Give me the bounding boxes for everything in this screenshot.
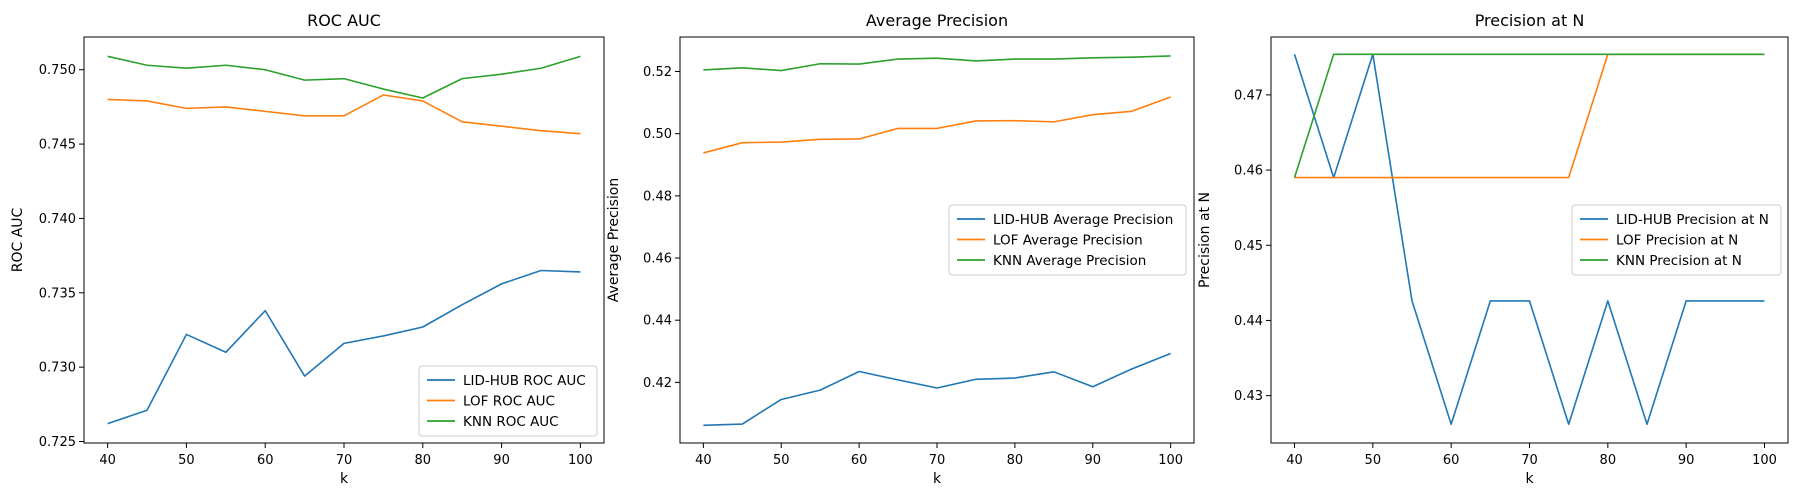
x-tick-label: 70 <box>336 453 353 468</box>
x-tick-label: 100 <box>1158 453 1183 468</box>
legend-label: KNN Average Precision <box>993 253 1146 269</box>
y-tick-label: 0.47 <box>1234 88 1263 103</box>
legend-label: LOF Precision at N <box>1616 232 1738 248</box>
y-tick-label: 0.46 <box>643 252 672 267</box>
series-line <box>107 269 581 425</box>
series-line <box>107 94 581 135</box>
x-tick-label: 60 <box>851 453 868 468</box>
x-tick-label: 80 <box>1600 453 1617 468</box>
x-tick-label: 60 <box>1443 453 1460 468</box>
y-tick-label: 0.48 <box>643 189 672 204</box>
x-axis-label: k <box>933 471 942 487</box>
series-line <box>703 96 1171 154</box>
y-tick-label: 0.745 <box>39 138 76 153</box>
chart-title: ROC AUC <box>307 11 381 30</box>
x-tick-label: 60 <box>257 453 274 468</box>
chart-panel-2: 40 50 60 70 80 90 100 0.42 0.44 0.46 0.48 0.50 0.52 A… <box>606 11 1195 487</box>
y-tick-label: 0.750 <box>39 63 76 78</box>
legend-box <box>418 365 598 437</box>
series-line <box>1293 53 1765 178</box>
legend-label: KNN ROC AUC <box>463 414 559 430</box>
y-tick-label: 0.44 <box>643 314 672 329</box>
series-line <box>703 352 1171 427</box>
legend-label: LID-HUB ROC AUC <box>463 373 586 389</box>
x-tick-label: 40 <box>99 453 116 468</box>
x-tick-label: 100 <box>1752 453 1777 468</box>
x-tick-label: 50 <box>178 453 195 468</box>
legend-label: LID-HUB Precision at N <box>1616 212 1769 228</box>
chart-panel-3: 40 50 60 70 80 90 100 0.43 0.44 0.45 0.46 0.47 Preci… <box>1197 11 1789 487</box>
x-tick-label: 50 <box>1365 453 1382 468</box>
x-tick-label: 50 <box>773 453 790 468</box>
y-tick-label: 0.52 <box>643 65 672 80</box>
y-axis-label: Precision at N <box>1197 192 1213 288</box>
x-tick-label: 100 <box>568 453 593 468</box>
y-tick-label: 0.44 <box>1234 314 1263 329</box>
x-tick-label: 90 <box>1678 453 1695 468</box>
y-tick-label: 0.45 <box>1234 239 1263 254</box>
y-tick-label: 0.42 <box>643 376 672 391</box>
x-axis-label: k <box>1525 471 1534 487</box>
y-axis-label: ROC AUC <box>10 207 26 272</box>
y-tick-label: 0.50 <box>643 127 672 142</box>
y-tick-label: 0.730 <box>39 361 76 376</box>
y-tick-label: 0.43 <box>1234 389 1263 404</box>
chart-title: Average Precision <box>866 11 1008 30</box>
x-axis-label: k <box>340 471 349 487</box>
y-tick-label: 0.725 <box>39 435 76 450</box>
chart-panel-1: 40 50 60 70 80 90 100 0.725 0.730 0.735 0.740 0.745… <box>10 11 605 487</box>
x-tick-label: 80 <box>415 453 432 468</box>
y-axis-label: Average Precision <box>606 178 622 302</box>
legend-label: LOF ROC AUC <box>463 393 555 409</box>
x-tick-label: 80 <box>1007 453 1024 468</box>
x-tick-label: 90 <box>493 453 510 468</box>
series-line <box>1294 53 1765 179</box>
legend-label: LID-HUB Average Precision <box>993 212 1173 228</box>
series-line <box>703 55 1171 72</box>
chart-title: Precision at N <box>1475 11 1585 30</box>
x-tick-label: 40 <box>695 453 712 468</box>
legend-box <box>1571 204 1782 276</box>
x-tick-label: 70 <box>929 453 946 468</box>
x-tick-label: 40 <box>1286 453 1303 468</box>
legend-label: KNN Precision at N <box>1616 253 1742 269</box>
legend-box <box>948 204 1187 276</box>
y-tick-label: 0.46 <box>1234 164 1263 179</box>
x-tick-label: 70 <box>1521 453 1538 468</box>
series-line <box>107 55 581 99</box>
x-tick-label: 90 <box>1084 453 1101 468</box>
legend-label: LOF Average Precision <box>993 232 1143 248</box>
y-tick-label: 0.740 <box>39 212 76 227</box>
y-tick-label: 0.735 <box>39 286 76 301</box>
